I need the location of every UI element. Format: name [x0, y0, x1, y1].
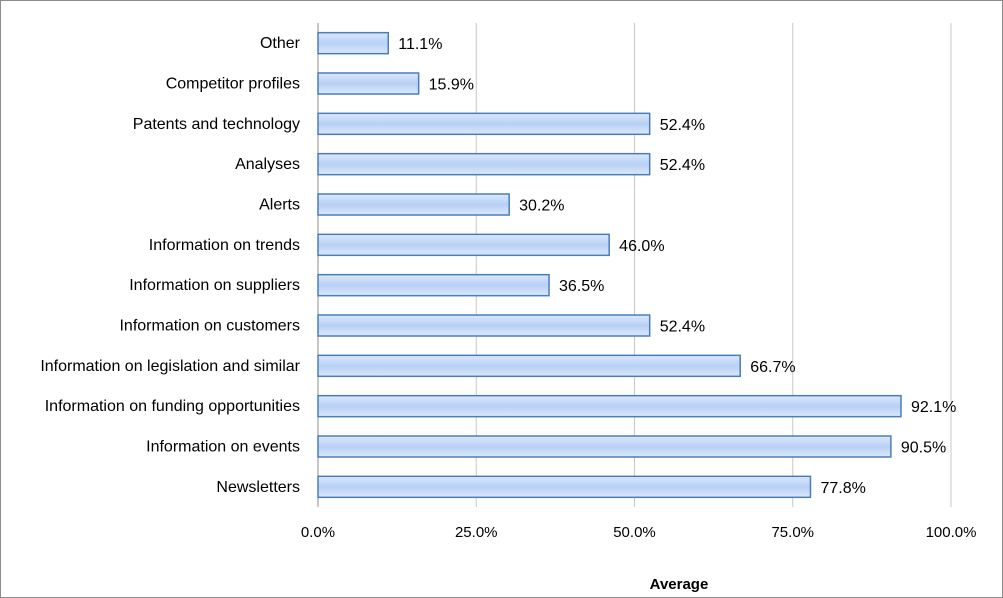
- labels: 0.0% 25.0% 50.0% 75.0% 100.0% Other 11.1% Compe…: [40, 35, 976, 541]
- category-label: Information on funding opportunities: [45, 398, 300, 415]
- category-label: Information on customers: [119, 318, 300, 335]
- bar: [317, 152, 651, 176]
- x-tick-label: 100.0%: [926, 524, 977, 541]
- data-label: 46.0%: [619, 238, 664, 255]
- data-label: 11.1%: [398, 36, 442, 53]
- category-label: Information on legislation and similar: [40, 358, 300, 375]
- category-label: Information on trends: [149, 237, 300, 254]
- category-label: Information on suppliers: [129, 277, 300, 294]
- data-label: 15.9%: [429, 77, 474, 94]
- bar: [317, 193, 510, 216]
- data-label: 52.4%: [660, 117, 705, 134]
- bar: [317, 354, 741, 378]
- category-label: Other: [260, 35, 301, 52]
- data-label: 66.7%: [750, 359, 795, 376]
- category-label: Information on events: [146, 439, 300, 456]
- bar: [317, 233, 610, 257]
- category-label: Analyses: [235, 156, 300, 173]
- bar: [317, 475, 812, 499]
- category-label: Alerts: [259, 197, 300, 214]
- x-axis-title: Average: [650, 576, 709, 593]
- bar: [317, 31, 390, 55]
- bar: [317, 112, 651, 136]
- category-label: Newsletters: [216, 479, 300, 496]
- data-label: 36.5%: [559, 278, 604, 295]
- gridlines: [317, 23, 952, 507]
- x-tick-label: 0.0%: [301, 524, 335, 541]
- bars: [317, 31, 902, 499]
- data-label: 77.8%: [820, 480, 865, 497]
- bar: [317, 394, 902, 418]
- category-label: Competitor profiles: [166, 76, 300, 93]
- data-label: 92.1%: [911, 399, 956, 416]
- x-tick-label: 50.0%: [613, 524, 656, 541]
- bar: [317, 314, 651, 337]
- bar: [317, 435, 892, 458]
- bar: [317, 72, 420, 95]
- category-label: Patents and technology: [133, 116, 300, 133]
- data-label: 52.4%: [660, 319, 705, 336]
- x-tick-label: 25.0%: [455, 524, 498, 541]
- data-label: 30.2%: [519, 198, 564, 215]
- data-label: 90.5%: [901, 440, 946, 457]
- x-tick-label: 75.0%: [771, 524, 814, 541]
- data-label: 52.4%: [660, 157, 705, 174]
- bar: [317, 273, 550, 297]
